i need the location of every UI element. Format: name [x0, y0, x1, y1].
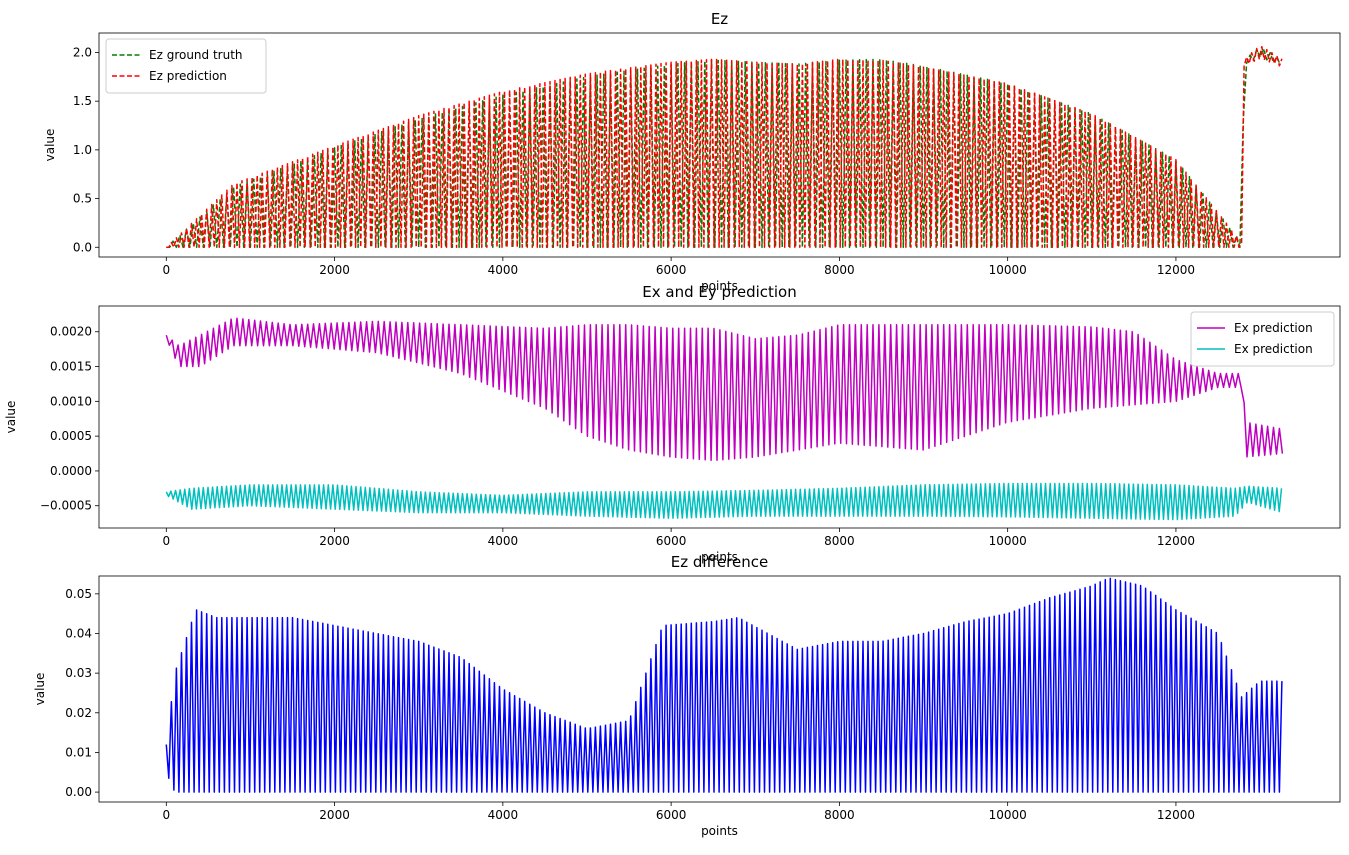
chart-title: Ez — [711, 10, 728, 28]
x-tick-label: 6000 — [656, 263, 687, 277]
series-line-2 — [165, 482, 1283, 521]
y-axis-label: value — [4, 401, 18, 434]
x-tick-label: 6000 — [656, 534, 687, 548]
chart-panel-1: 0 2000 4000 6000 8000 10000 12000 0.0 0.5 1.0 1.5 2… — [43, 10, 1341, 293]
x-tick-label: 4000 — [488, 534, 519, 548]
y-axis-label: value — [33, 673, 47, 706]
y-tick-label: 1.0 — [73, 143, 92, 157]
legend-label: Ex prediction — [1234, 321, 1313, 335]
x-tick-label: 2000 — [319, 808, 350, 822]
y-axis-label: value — [43, 129, 57, 162]
y-tick-label: 0.00 — [65, 785, 92, 799]
axes-frame — [98, 305, 1341, 529]
x-tick-label: 0 — [162, 808, 170, 822]
y-tick-label: 0.02 — [65, 706, 92, 720]
y-tick-label: 0.0010 — [50, 394, 92, 408]
y-tick-label: 0.05 — [65, 587, 92, 601]
axes-frame — [98, 575, 1341, 803]
x-tick-label: 8000 — [824, 808, 855, 822]
y-tick-label: 1.5 — [73, 94, 92, 108]
legend: Ez ground truth Ez prediction — [105, 38, 267, 94]
chart-title: Ez difference — [671, 553, 768, 571]
x-tick-label: 2000 — [319, 263, 350, 277]
legend-box — [1190, 311, 1335, 367]
x-tick-label: 8000 — [824, 534, 855, 548]
y-tick-label: 0.0020 — [50, 325, 92, 339]
y-tick-label: 0.01 — [65, 745, 92, 759]
x-tick-label: 12000 — [1157, 534, 1195, 548]
x-tick-label: 10000 — [989, 263, 1027, 277]
axes-frame — [98, 32, 1341, 258]
y-tick-label: 0.0000 — [50, 464, 92, 478]
x-tick-label: 10000 — [989, 534, 1027, 548]
y-tick-label: 0.0005 — [50, 429, 92, 443]
y-tick-label: 0.03 — [65, 666, 92, 680]
series-line-1 — [165, 317, 1284, 462]
plot-area — [165, 577, 1283, 793]
series-line-1 — [165, 577, 1283, 793]
series-line-1 — [166, 47, 1281, 249]
legend-label: Ez ground truth — [149, 48, 243, 62]
y-tick-label: −0.0005 — [40, 499, 92, 513]
chart-panel-3: 0 2000 4000 6000 8000 10000 12000 0.00 0.01 0.02 0… — [33, 553, 1341, 838]
x-tick-label: 2000 — [319, 534, 350, 548]
x-tick-label: 6000 — [656, 808, 687, 822]
x-tick-label: 12000 — [1157, 263, 1195, 277]
x-axis-label: points — [701, 550, 738, 564]
x-tick-label: 8000 — [824, 263, 855, 277]
plot-area — [166, 45, 1283, 249]
y-tick-label: 0.04 — [65, 626, 92, 640]
y-tick-label: 0.0015 — [50, 360, 92, 374]
x-tick-label: 4000 — [488, 263, 519, 277]
x-tick-label: 0 — [162, 263, 170, 277]
y-tick-label: 0.5 — [73, 192, 92, 206]
x-tick-label: 12000 — [1157, 808, 1195, 822]
series-line-2 — [166, 45, 1283, 249]
y-tick-label: 0.0 — [73, 240, 92, 254]
plot-area — [165, 317, 1284, 521]
legend: Ex prediction Ex prediction — [1190, 311, 1335, 367]
legend-box — [105, 38, 267, 94]
x-tick-label: 0 — [162, 534, 170, 548]
legend-label: Ex prediction — [1234, 342, 1313, 356]
x-tick-label: 10000 — [989, 808, 1027, 822]
x-axis-label: points — [701, 824, 738, 838]
chart-panel-2: 0 2000 4000 6000 8000 10000 12000 −0.0005 0.0000… — [4, 283, 1341, 564]
x-axis-label: points — [701, 279, 738, 293]
legend-label: Ez prediction — [149, 69, 227, 83]
x-tick-label: 4000 — [488, 808, 519, 822]
chart-title: Ex and Ey prediction — [642, 283, 797, 301]
y-tick-label: 2.0 — [73, 45, 92, 59]
